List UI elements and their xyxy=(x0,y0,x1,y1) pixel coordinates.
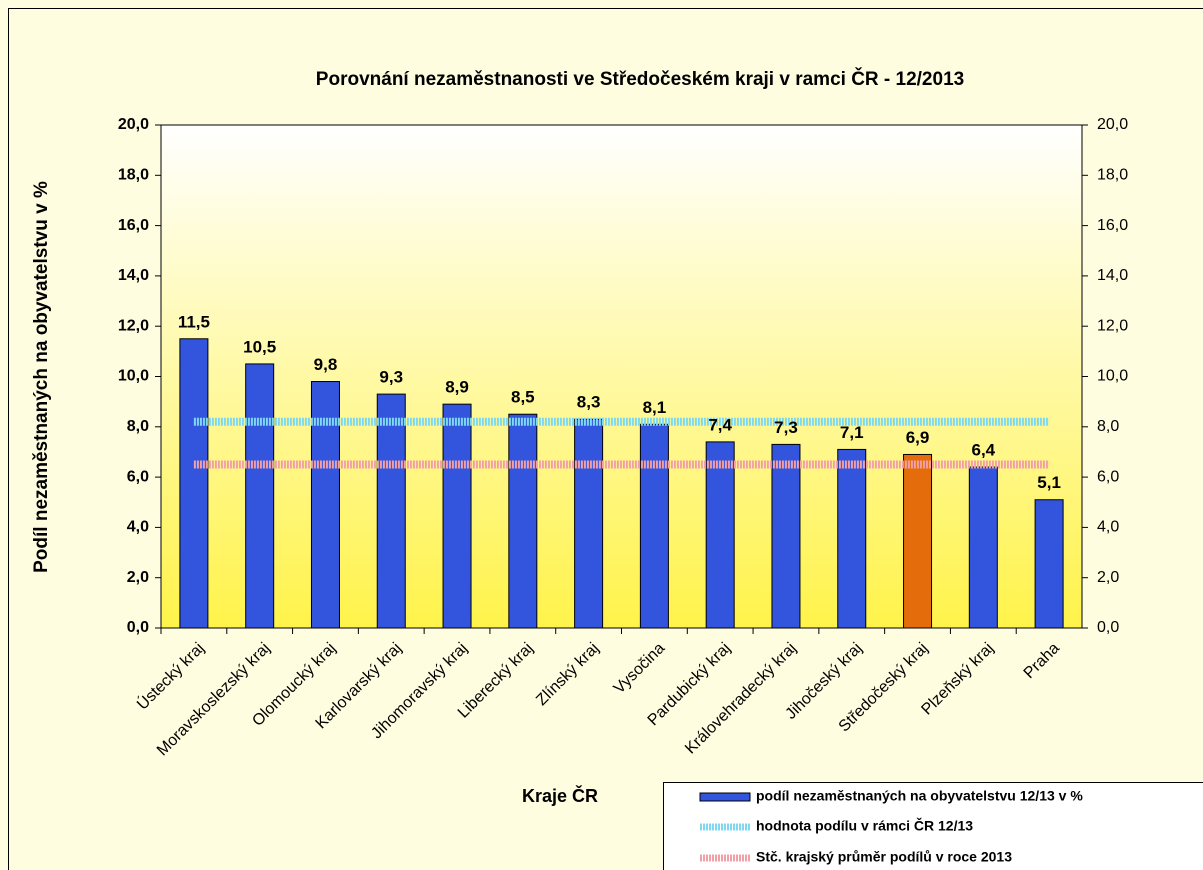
y-tick-label: 14,0 xyxy=(118,267,149,284)
data-label: 11,5 xyxy=(178,312,210,331)
bar xyxy=(442,403,472,629)
y2-tick-label: 16,0 xyxy=(1097,217,1128,234)
legend-label: Stč. krajský průměr podílů v roce 2013 xyxy=(756,849,1012,865)
y-tick-label: 8,0 xyxy=(127,418,149,435)
data-label: 8,3 xyxy=(577,393,601,412)
data-label: 9,3 xyxy=(379,368,403,387)
x-axis-title: Kraje ČR xyxy=(522,785,598,806)
data-label: 7,4 xyxy=(708,415,732,434)
data-label: 8,9 xyxy=(445,378,469,397)
y-tick-label: 20,0 xyxy=(118,116,149,133)
y-tick-label: 10,0 xyxy=(118,368,149,385)
data-label: 6,9 xyxy=(906,428,930,447)
bar xyxy=(179,338,209,629)
y2-tick-label: 8,0 xyxy=(1097,418,1119,435)
y2-tick-label: 4,0 xyxy=(1097,519,1119,536)
y2-tick-label: 0,0 xyxy=(1097,619,1119,636)
y2-tick-label: 20,0 xyxy=(1097,116,1128,133)
data-label: 7,3 xyxy=(774,418,798,437)
bar xyxy=(639,423,669,629)
bar xyxy=(376,393,406,629)
bar xyxy=(310,381,340,629)
bar xyxy=(771,443,801,629)
plot-area xyxy=(160,124,1083,629)
data-label: 6,4 xyxy=(972,441,996,460)
bar xyxy=(574,418,604,629)
legend-swatch xyxy=(699,792,751,802)
legend-box xyxy=(663,782,1203,870)
marks xyxy=(179,338,1064,629)
y2-tick-label: 2,0 xyxy=(1097,569,1119,586)
legend-label: podíl nezaměstnaných na obyvatelstvu 12/… xyxy=(756,788,1083,804)
legend: podíl nezaměstnaných na obyvatelstvu 12/… xyxy=(663,782,1203,870)
data-label: 5,1 xyxy=(1037,473,1061,492)
data-label: 7,1 xyxy=(840,423,864,442)
y-tick-label: 18,0 xyxy=(118,167,149,184)
y-tick-label: 16,0 xyxy=(118,217,149,234)
y-tick-label: 6,0 xyxy=(127,468,149,485)
chart-title: Porovnání nezaměstnanosti ve Středočeské… xyxy=(316,68,964,90)
y2-tick-label: 14,0 xyxy=(1097,267,1128,284)
bar xyxy=(837,448,867,629)
bar xyxy=(903,453,933,629)
y-axis-title: Podíl nezaměstnaných na obyvatelstvu v % xyxy=(31,181,52,573)
y-tick-label: 2,0 xyxy=(127,569,149,586)
bar xyxy=(245,363,275,629)
data-label: 10,5 xyxy=(243,337,276,356)
y2-tick-label: 12,0 xyxy=(1097,317,1128,334)
frame xyxy=(8,8,1203,870)
y-tick-label: 4,0 xyxy=(127,519,149,536)
y-tick-label: 0,0 xyxy=(127,619,149,636)
bar xyxy=(1034,499,1064,629)
y-tick-label: 12,0 xyxy=(118,317,149,334)
y2-tick-label: 6,0 xyxy=(1097,468,1119,485)
legend-label: hodnota podílu v rámci ČR 12/13 xyxy=(756,817,973,834)
y2-tick-label: 18,0 xyxy=(1097,167,1128,184)
y2-tick-label: 10,0 xyxy=(1097,368,1128,385)
data-label: 8,1 xyxy=(643,398,667,417)
data-label: 9,8 xyxy=(314,355,338,374)
bar xyxy=(705,441,735,629)
bar xyxy=(968,466,998,629)
bar xyxy=(508,413,538,629)
data-label: 8,5 xyxy=(511,388,535,407)
